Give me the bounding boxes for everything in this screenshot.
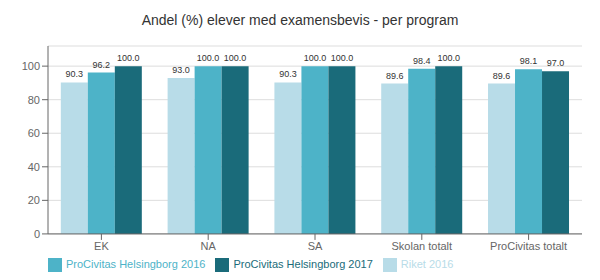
svg-text:ProCivitas totalt: ProCivitas totalt — [490, 240, 567, 252]
html-text:ProCivitas Helsingborg 2017: ProCivitas Helsingborg 2017 — [233, 257, 373, 270]
svg-text:98.1: 98.1 — [520, 56, 538, 66]
svg-text:EK: EK — [94, 240, 109, 252]
svg-text:98.4: 98.4 — [413, 56, 431, 66]
svg-text:0: 0 — [34, 228, 40, 240]
html-text:ProCivitas Helsingborg 2016: ProCivitas Helsingborg 2016 — [66, 257, 206, 270]
svg-text:89.6: 89.6 — [386, 71, 404, 81]
svg-text:SA: SA — [308, 240, 323, 252]
svg-text:Skolan totalt: Skolan totalt — [392, 240, 453, 252]
svg-text:20: 20 — [28, 194, 40, 206]
html-text:Riket 2016: Riket 2016 — [400, 257, 454, 270]
svg-text:100.0: 100.0 — [437, 53, 460, 63]
svg-text:100.0: 100.0 — [331, 53, 354, 63]
svg-text:100.0: 100.0 — [197, 53, 220, 63]
svg-text:80: 80 — [28, 94, 40, 106]
svg-text:90.3: 90.3 — [279, 69, 297, 79]
svg-text:90.3: 90.3 — [66, 69, 84, 79]
svg-text:40: 40 — [28, 161, 40, 173]
svg-text:93.0: 93.0 — [172, 65, 190, 75]
svg-text:60: 60 — [28, 127, 40, 139]
html-text:Andel (%) elever med examensbe: Andel (%) elever med examensbevis - per … — [141, 12, 459, 28]
svg-text:97.0: 97.0 — [547, 58, 565, 68]
svg-text:96.2: 96.2 — [93, 60, 111, 70]
svg-text:100: 100 — [22, 60, 40, 72]
svg-text:100.0: 100.0 — [224, 53, 247, 63]
svg-text:100.0: 100.0 — [304, 53, 327, 63]
svg-text:NA: NA — [201, 240, 217, 252]
svg-text:100.0: 100.0 — [117, 53, 140, 63]
svg-text:89.6: 89.6 — [493, 71, 511, 81]
